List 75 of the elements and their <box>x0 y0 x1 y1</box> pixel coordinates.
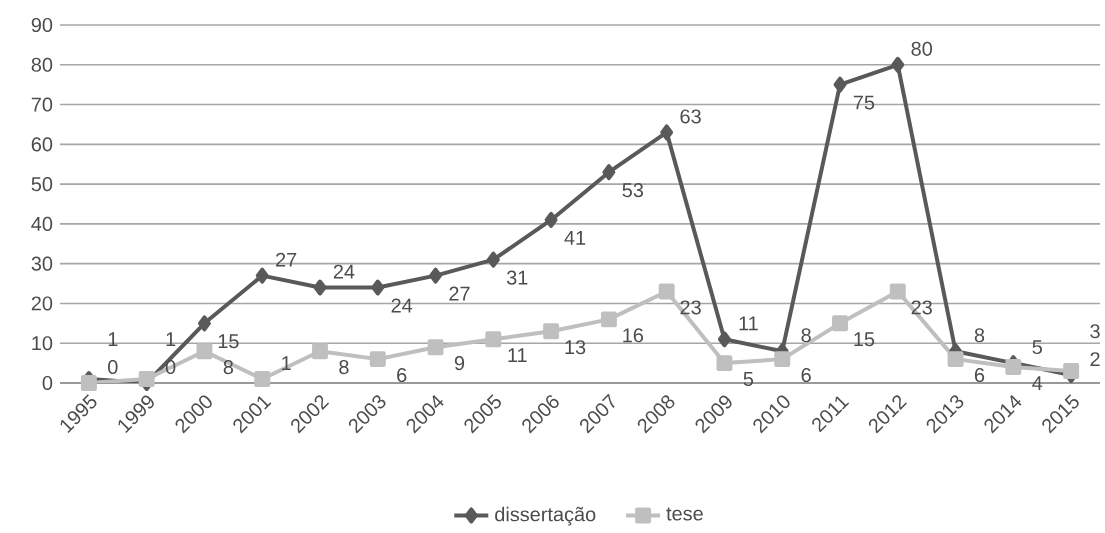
data-label: 63 <box>680 109 701 124</box>
data-label: 8 <box>974 328 985 343</box>
y-tick-label: 80 <box>31 57 53 72</box>
data-label: 1 <box>282 356 291 370</box>
data-label: 13 <box>565 340 586 355</box>
point <box>891 56 905 73</box>
data-label: 53 <box>622 183 644 198</box>
data-label: 8 <box>801 328 811 343</box>
y-tick-label: 50 <box>31 177 53 192</box>
point <box>486 251 500 268</box>
legend-label: dissertação <box>495 506 596 526</box>
data-label: 15 <box>218 334 239 349</box>
y-tick-label: 90 <box>31 17 53 33</box>
point <box>429 267 443 284</box>
point <box>600 311 617 328</box>
data-label: 24 <box>391 298 413 313</box>
data-label: 0 <box>108 360 118 375</box>
point <box>658 283 675 300</box>
data-label: 27 <box>276 252 297 267</box>
point <box>313 279 327 296</box>
data-label: 23 <box>911 300 932 315</box>
data-label: 75 <box>853 95 875 110</box>
y-tick-label: 40 <box>31 216 53 231</box>
point <box>369 351 386 368</box>
point <box>254 371 271 387</box>
data-label: 3 <box>1090 324 1100 339</box>
data-label: 1 <box>108 332 118 347</box>
point <box>80 375 97 391</box>
point <box>371 279 385 296</box>
point <box>832 315 848 332</box>
data-label: 6 <box>801 368 811 383</box>
data-label: 9 <box>454 356 465 371</box>
y-tick-label: 60 <box>31 137 53 152</box>
data-label: 1 <box>166 332 176 347</box>
data-label: 5 <box>1032 340 1042 355</box>
data-label: 2 <box>1090 352 1100 367</box>
data-label: 15 <box>854 332 875 347</box>
point <box>544 211 558 228</box>
data-label: 8 <box>339 360 349 375</box>
point <box>427 339 444 356</box>
y-tick-label: 70 <box>31 97 53 112</box>
y-tick-label: 20 <box>31 296 53 311</box>
point <box>485 331 502 348</box>
point <box>196 343 213 360</box>
point <box>716 355 733 372</box>
point <box>138 371 155 387</box>
y-tick-label: 30 <box>31 256 53 271</box>
point <box>543 323 560 340</box>
data-label: 27 <box>449 286 470 301</box>
data-label: 8 <box>223 360 234 375</box>
point <box>947 351 964 368</box>
point <box>602 164 616 181</box>
point <box>717 331 731 348</box>
point <box>197 315 211 332</box>
y-tick-label: 10 <box>32 336 53 351</box>
point <box>255 267 269 284</box>
point <box>660 124 674 141</box>
point <box>1005 359 1022 376</box>
data-label: 31 <box>506 270 528 285</box>
data-label: 6 <box>974 368 985 383</box>
legend-label: tese <box>666 507 703 521</box>
data-label: 23 <box>680 300 701 315</box>
point <box>1063 363 1080 380</box>
point <box>833 76 847 93</box>
data-label: 24 <box>333 264 355 279</box>
data-label: 80 <box>911 41 933 56</box>
data-label: 16 <box>623 328 644 343</box>
point <box>889 283 906 300</box>
data-label: 11 <box>508 348 527 363</box>
point <box>312 343 328 360</box>
y-tick-label: 0 <box>42 375 53 391</box>
data-label: 11 <box>739 316 758 331</box>
data-label: 41 <box>564 230 586 245</box>
data-label: 6 <box>397 368 407 383</box>
point <box>774 351 791 368</box>
